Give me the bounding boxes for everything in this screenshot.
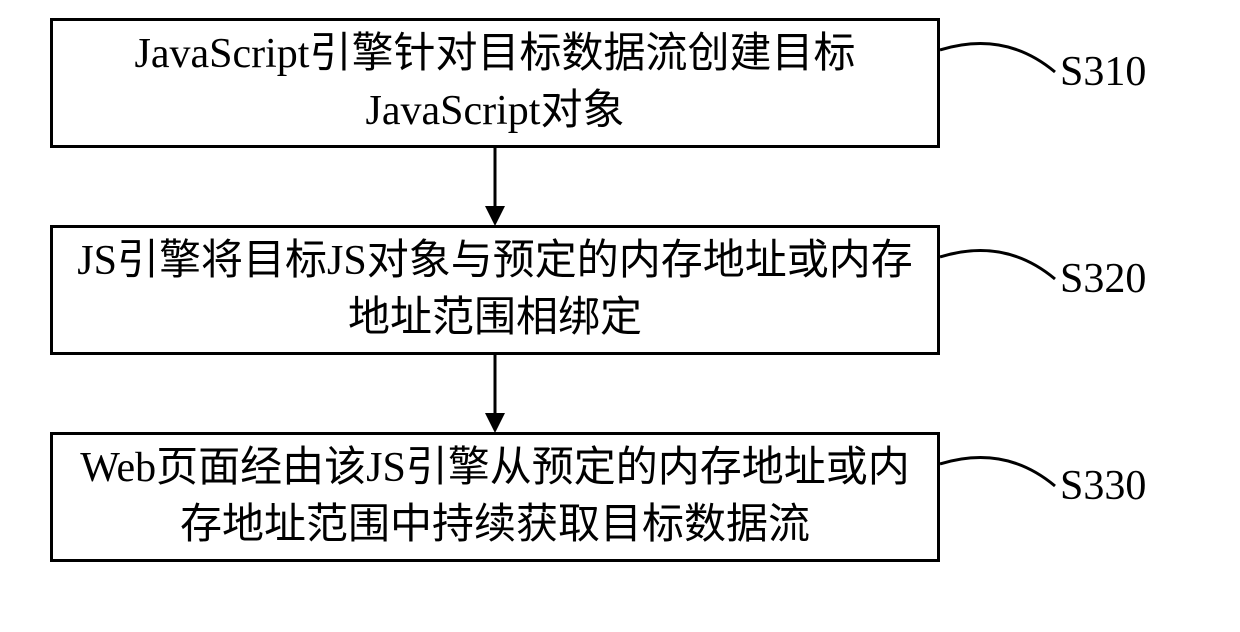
flowchart-step-s310: JavaScript引擎针对目标数据流创建目标JavaScript对象 bbox=[50, 18, 940, 148]
flowchart-container: JavaScript引擎针对目标数据流创建目标JavaScript对象 S310… bbox=[0, 0, 1240, 632]
step-label-s310: S310 bbox=[1060, 48, 1146, 96]
label-curve-s330 bbox=[940, 439, 1060, 499]
step-label-s330: S330 bbox=[1060, 462, 1146, 510]
label-curve-s320 bbox=[940, 232, 1060, 292]
flowchart-step-s320: JS引擎将目标JS对象与预定的内存地址或内存地址范围相绑定 bbox=[50, 225, 940, 355]
connector-arrow bbox=[480, 355, 510, 435]
flowchart-step-s330: Web页面经由该JS引擎从预定的内存地址或内存地址范围中持续获取目标数据流 bbox=[50, 432, 940, 562]
step-label-s320: S320 bbox=[1060, 255, 1146, 303]
label-curve-s310 bbox=[940, 25, 1060, 85]
connector-arrow bbox=[480, 148, 510, 228]
step-text: JavaScript引擎针对目标数据流创建目标JavaScript对象 bbox=[69, 26, 921, 139]
step-text: JS引擎将目标JS对象与预定的内存地址或内存地址范围相绑定 bbox=[69, 233, 921, 346]
step-text: Web页面经由该JS引擎从预定的内存地址或内存地址范围中持续获取目标数据流 bbox=[69, 440, 921, 553]
